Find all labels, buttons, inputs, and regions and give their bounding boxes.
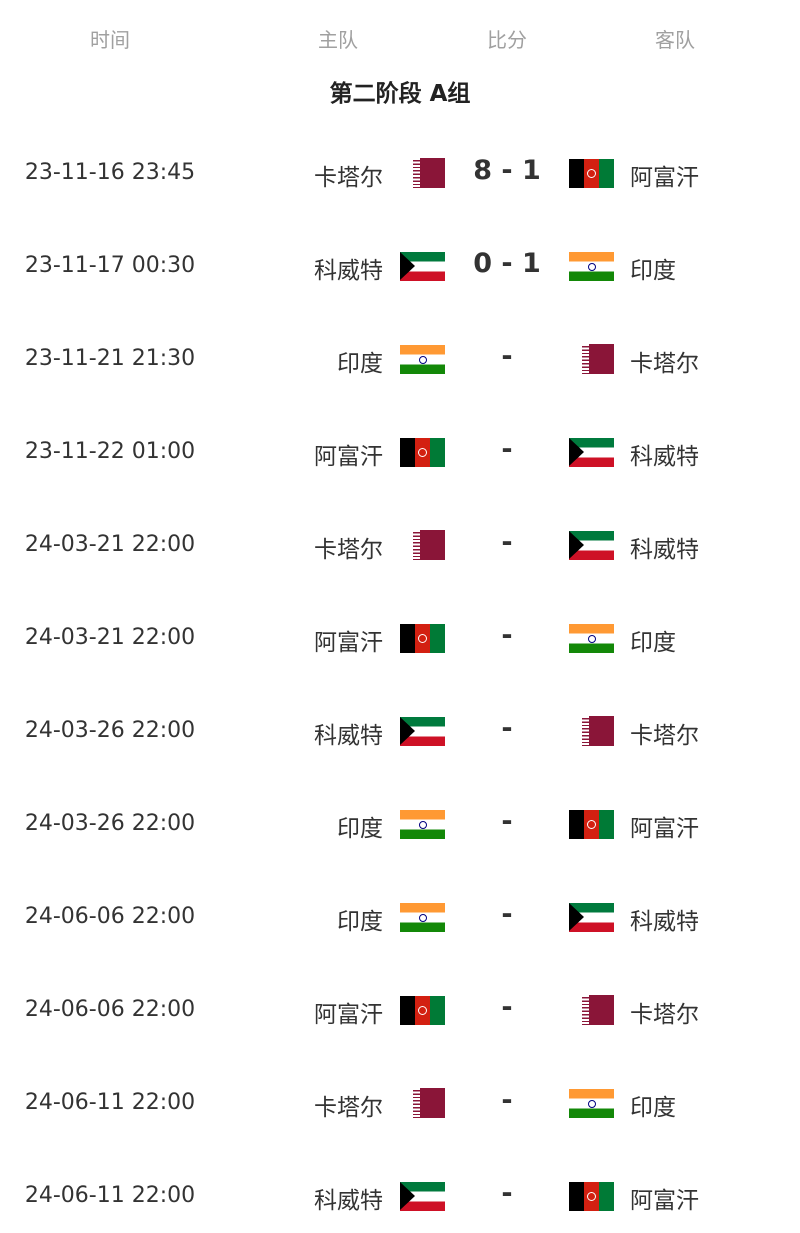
column-header-score: 比分 — [487, 28, 527, 52]
match-score: - — [501, 527, 513, 558]
match-time: 24-03-21 22:00 — [24, 532, 196, 557]
group-title: 第二阶段 A组 — [329, 81, 471, 107]
match-time: 23-11-17 00:30 — [24, 253, 196, 278]
home-team: 阿富汗 — [314, 444, 383, 470]
match-time: 24-06-11 22:00 — [24, 1090, 196, 1115]
qatar-flag-icon — [413, 158, 445, 188]
match-row[interactable]: 24-06-11 22:00 卡塔尔 - 印度 — [0, 1073, 800, 1133]
match-time: 24-03-26 22:00 — [24, 811, 196, 836]
afghanistan-flag-icon — [400, 996, 445, 1025]
away-team: 阿富汗 — [630, 1188, 699, 1214]
match-time: 23-11-22 01:00 — [24, 439, 196, 464]
match-score: - — [501, 434, 513, 465]
match-score: - — [501, 806, 513, 837]
match-time: 24-03-21 22:00 — [24, 625, 196, 650]
match-time: 24-03-26 22:00 — [24, 718, 196, 743]
away-team: 科威特 — [630, 537, 699, 563]
match-time: 23-11-16 23:45 — [24, 160, 196, 185]
match-score: - — [501, 1178, 513, 1209]
match-score: - — [501, 713, 513, 744]
match-row[interactable]: 24-06-06 22:00 印度 - 科威特 — [0, 887, 800, 947]
away-team: 印度 — [630, 258, 676, 284]
india-flag-icon — [569, 1089, 614, 1118]
column-header-home: 主队 — [318, 28, 358, 52]
qatar-flag-icon — [582, 716, 614, 746]
home-team: 印度 — [337, 909, 383, 935]
india-flag-icon — [400, 810, 445, 839]
match-row[interactable]: 24-06-11 22:00 科威特 - 阿富汗 — [0, 1166, 800, 1226]
afghanistan-flag-icon — [569, 810, 614, 839]
match-row[interactable]: 23-11-17 00:30 科威特 0 - 1 印度 — [0, 236, 800, 296]
afghanistan-flag-icon — [400, 438, 445, 467]
afghanistan-flag-icon — [569, 1182, 614, 1211]
india-flag-icon — [569, 252, 614, 281]
home-team: 卡塔尔 — [314, 1095, 383, 1121]
match-row[interactable]: 23-11-22 01:00 阿富汗 - 科威特 — [0, 422, 800, 482]
match-row[interactable]: 24-03-26 22:00 科威特 - 卡塔尔 — [0, 701, 800, 761]
match-time: 23-11-21 21:30 — [24, 346, 196, 371]
match-score: 0 - 1 — [473, 248, 541, 279]
kuwait-flag-icon — [569, 531, 614, 560]
column-header-away: 客队 — [655, 28, 695, 52]
match-time: 24-06-06 22:00 — [24, 904, 196, 929]
kuwait-flag-icon — [400, 1182, 445, 1211]
kuwait-flag-icon — [400, 717, 445, 746]
india-flag-icon — [400, 903, 445, 932]
away-team: 卡塔尔 — [630, 723, 699, 749]
away-team: 阿富汗 — [630, 165, 699, 191]
kuwait-flag-icon — [400, 252, 445, 281]
qatar-flag-icon — [413, 1088, 445, 1118]
away-team: 科威特 — [630, 909, 699, 935]
afghanistan-flag-icon — [400, 624, 445, 653]
home-team: 阿富汗 — [314, 630, 383, 656]
match-row[interactable]: 23-11-21 21:30 印度 - 卡塔尔 — [0, 329, 800, 389]
match-score: 8 - 1 — [473, 155, 541, 186]
home-team: 科威特 — [314, 258, 383, 284]
away-team: 阿富汗 — [630, 816, 699, 842]
match-time: 24-06-06 22:00 — [24, 997, 196, 1022]
match-score: - — [501, 1085, 513, 1116]
home-team: 印度 — [337, 816, 383, 842]
home-team: 科威特 — [314, 1188, 383, 1214]
match-row[interactable]: 24-03-21 22:00 卡塔尔 - 科威特 — [0, 515, 800, 575]
away-team: 卡塔尔 — [630, 351, 699, 377]
match-score: - — [501, 620, 513, 651]
match-time: 24-06-11 22:00 — [24, 1183, 196, 1208]
away-team: 卡塔尔 — [630, 1002, 699, 1028]
home-team: 科威特 — [314, 723, 383, 749]
qatar-flag-icon — [413, 530, 445, 560]
qatar-flag-icon — [582, 344, 614, 374]
kuwait-flag-icon — [569, 903, 614, 932]
away-team: 科威特 — [630, 444, 699, 470]
away-team: 印度 — [630, 630, 676, 656]
home-team: 卡塔尔 — [314, 537, 383, 563]
qatar-flag-icon — [582, 995, 614, 1025]
home-team: 印度 — [337, 351, 383, 377]
match-row[interactable]: 23-11-16 23:45 卡塔尔 8 - 1 阿富汗 — [0, 143, 800, 203]
home-team: 卡塔尔 — [314, 165, 383, 191]
away-team: 印度 — [630, 1095, 676, 1121]
match-row[interactable]: 24-03-21 22:00 阿富汗 - 印度 — [0, 608, 800, 668]
india-flag-icon — [569, 624, 614, 653]
match-row[interactable]: 24-06-06 22:00 阿富汗 - 卡塔尔 — [0, 980, 800, 1040]
afghanistan-flag-icon — [569, 159, 614, 188]
column-header-time: 时间 — [90, 28, 130, 52]
kuwait-flag-icon — [569, 438, 614, 467]
match-row[interactable]: 24-03-26 22:00 印度 - 阿富汗 — [0, 794, 800, 854]
match-score: - — [501, 341, 513, 372]
home-team: 阿富汗 — [314, 1002, 383, 1028]
india-flag-icon — [400, 345, 445, 374]
match-score: - — [501, 899, 513, 930]
match-score: - — [501, 992, 513, 1023]
